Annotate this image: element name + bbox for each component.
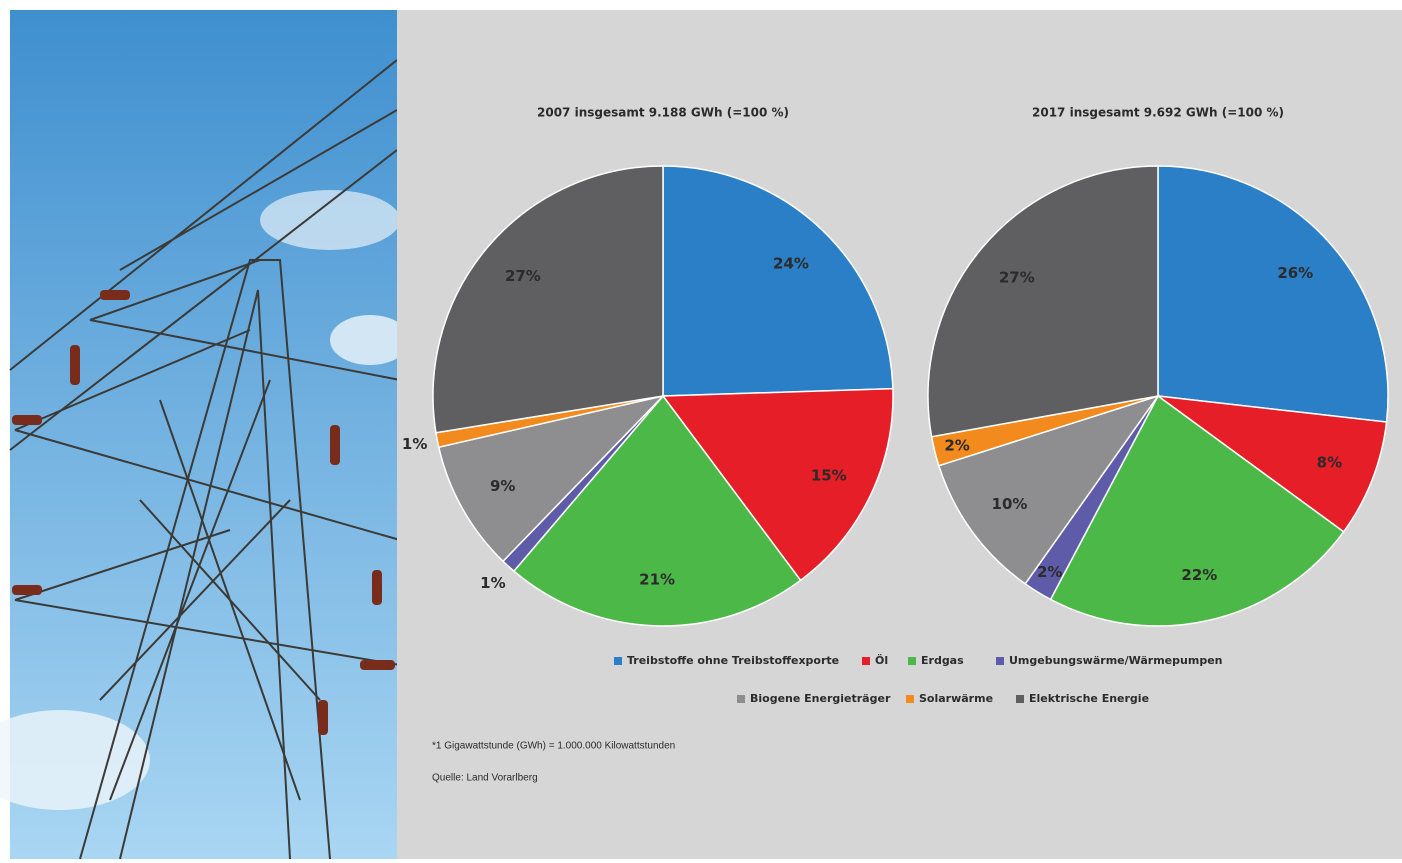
- source: Quelle: Land Vorarlberg: [432, 773, 538, 784]
- legend-swatch: [862, 657, 870, 665]
- legend-label: Elektrische Energie: [1029, 692, 1149, 705]
- legend-swatch: [614, 657, 622, 665]
- data-label: 2%: [944, 436, 969, 454]
- legend-swatch: [906, 695, 914, 703]
- data-label: 21%: [639, 570, 675, 588]
- chart-title: 2007 insgesamt 9.188 GWh (=100 %): [537, 106, 789, 120]
- data-label: 27%: [999, 268, 1035, 286]
- data-label: 15%: [811, 466, 847, 484]
- data-label: 1%: [402, 435, 427, 453]
- legend-swatch: [908, 657, 916, 665]
- legend-swatch: [737, 695, 745, 703]
- legend-label: Biogene Energieträger: [750, 692, 891, 705]
- data-label: 8%: [1317, 453, 1342, 471]
- page: *1 Gigawattstunde (GWh) = 1.000.000 Kilo…: [0, 0, 1402, 859]
- data-label: 10%: [992, 495, 1028, 513]
- data-label: 24%: [773, 254, 809, 272]
- data-label: 26%: [1277, 264, 1313, 282]
- data-label: 2%: [1037, 563, 1062, 581]
- legend-label: Erdgas: [921, 654, 964, 667]
- legend-swatch: [1016, 695, 1024, 703]
- chart-title: 2017 insgesamt 9.692 GWh (=100 %): [1032, 106, 1284, 120]
- legend-label: Treibstoffe ohne Treibstoffexporte: [627, 654, 839, 667]
- data-label: 1%: [480, 574, 505, 592]
- legend-swatch: [996, 657, 1004, 665]
- legend-label: Öl: [875, 653, 888, 667]
- legend-label: Umgebungswärme/Wärmepumpen: [1009, 654, 1222, 667]
- photo: [0, 10, 410, 859]
- data-label: 22%: [1181, 566, 1217, 584]
- data-label: 27%: [505, 267, 541, 285]
- data-label: 9%: [490, 477, 515, 495]
- footnote: *1 Gigawattstunde (GWh) = 1.000.000 Kilo…: [432, 741, 675, 752]
- legend-label: Solarwärme: [919, 692, 993, 705]
